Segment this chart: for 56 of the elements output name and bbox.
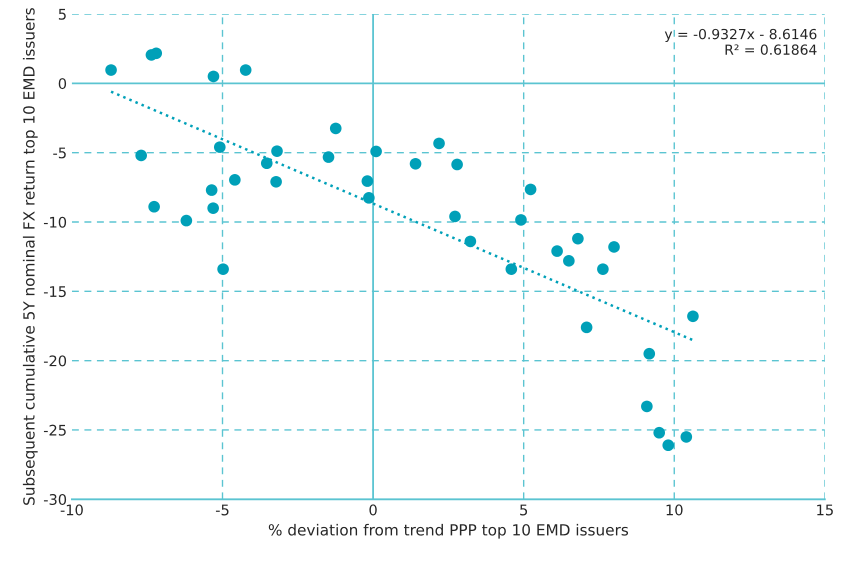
- point: [506, 263, 518, 275]
- point: [410, 158, 422, 170]
- point: [229, 174, 241, 186]
- point: [260, 157, 273, 170]
- point: [433, 138, 445, 150]
- point: [270, 176, 282, 188]
- point: [653, 426, 666, 439]
- x-axis-title: % deviation from trend PPP top 10 EMD issuers: [268, 524, 628, 539]
- point: [680, 431, 692, 443]
- x-tick-label: 10: [666, 504, 683, 516]
- point: [148, 200, 160, 213]
- point: [464, 236, 476, 248]
- x-tick-label: 15: [817, 504, 833, 516]
- point: [370, 146, 382, 158]
- y-tick-label: 5: [58, 8, 66, 20]
- x-tick-label: 0: [369, 504, 377, 516]
- y-tick-label: -30: [44, 494, 66, 506]
- point: [322, 151, 334, 163]
- y-tick-label: -20: [44, 355, 66, 366]
- annotation: y = -0.9327x - 8.6146 R² = 0.61864: [664, 28, 817, 55]
- point: [515, 214, 527, 226]
- point: [135, 150, 147, 162]
- point: [217, 263, 229, 275]
- point: [524, 184, 536, 196]
- point: [150, 47, 162, 60]
- point: [207, 202, 219, 214]
- point: [449, 210, 461, 222]
- point: [214, 141, 226, 153]
- y-tick-label: -5: [53, 148, 66, 158]
- y-tick-label: 0: [58, 78, 66, 90]
- point: [362, 175, 374, 187]
- point: [608, 241, 620, 253]
- point: [240, 64, 252, 76]
- x-tick-label: 5: [520, 504, 528, 516]
- y-tick-label: -10: [44, 216, 66, 228]
- point: [271, 145, 283, 157]
- y-axis-title: Subsequent cumulative 5Y nominal FX return top 10 EMD issuers: [22, 8, 38, 505]
- point: [208, 70, 220, 82]
- x-tick-label: -5: [216, 504, 228, 516]
- point: [643, 348, 656, 360]
- y-tick-label: -15: [44, 286, 66, 298]
- point: [563, 255, 575, 267]
- point: [551, 245, 563, 257]
- point: [687, 310, 699, 322]
- point: [572, 232, 584, 244]
- point: [662, 439, 674, 452]
- point: [597, 263, 609, 275]
- point: [451, 158, 463, 170]
- point: [105, 64, 117, 76]
- point: [330, 122, 342, 134]
- point: [363, 192, 375, 204]
- point: [206, 184, 218, 196]
- y-tick-label: -25: [44, 424, 66, 436]
- point: [580, 322, 592, 334]
- point: [641, 400, 653, 412]
- point: [180, 214, 192, 226]
